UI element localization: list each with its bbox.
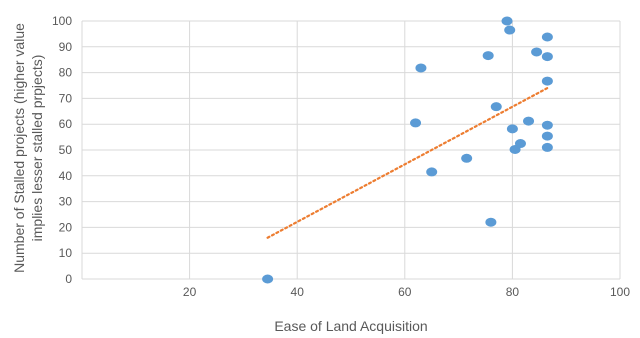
y-tick-label: 60 [59,117,73,131]
x-tick-label: 100 [610,285,630,299]
data-point [504,25,516,35]
data-point [490,102,502,112]
y-tick-label: 0 [65,272,72,286]
y-tick-label: 20 [59,220,73,234]
data-point [541,32,553,42]
data-point [426,167,438,177]
x-tick-label: 60 [398,285,412,299]
data-point [506,124,518,134]
data-point [485,217,497,227]
data-point [482,51,494,61]
data-point [541,120,553,130]
data-point [262,274,274,284]
y-axis-title-line-2: implies lesser stalled prpjects) [29,55,45,242]
data-points [262,16,553,284]
x-tick-labels: 20 40 60 80 100 [183,285,630,299]
x-axis-title: Ease of Land Acquisition [274,318,427,334]
y-tick-label: 90 [59,40,73,54]
data-point [461,153,473,163]
y-tick-labels: 0 10 20 30 40 50 60 70 80 90 100 [52,14,72,286]
y-tick-label: 100 [52,14,72,28]
y-tick-label: 40 [59,169,73,183]
data-point [541,76,553,86]
data-point [514,139,526,149]
y-tick-label: 70 [59,91,73,105]
data-point [410,118,422,128]
data-point [523,116,535,126]
data-point [541,131,553,141]
y-tick-label: 10 [59,246,73,260]
data-point [531,47,543,57]
y-tick-label: 50 [59,143,73,157]
trendline [266,86,549,239]
x-tick-label: 40 [291,285,305,299]
grid-lines [81,20,621,280]
data-point [415,63,427,73]
data-point [541,52,553,62]
data-point [501,16,513,26]
y-tick-label: 80 [59,66,73,80]
x-tick-label: 80 [506,285,520,299]
data-point [541,142,553,152]
trendline-group [266,86,549,239]
y-axis-title-line-1: Number of Stalled projects (higher value [11,23,27,273]
x-tick-label: 20 [183,285,197,299]
y-tick-label: 30 [59,195,73,209]
